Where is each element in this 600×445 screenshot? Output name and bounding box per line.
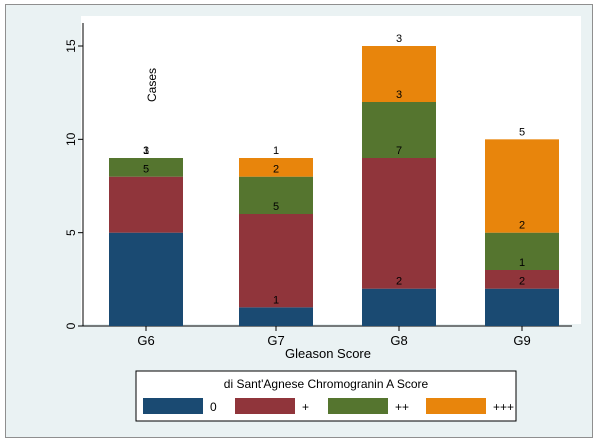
legend-label: +	[302, 400, 309, 414]
legend: di Sant'Agnese Chromogranin A Score 0 + ++…	[136, 371, 516, 421]
segment-label: 5	[519, 126, 525, 138]
segment-label: 5	[143, 164, 149, 176]
x-tick-label: G9	[513, 333, 530, 348]
x-axis-ticks: G6 G7 G8 G9	[137, 326, 530, 348]
x-tick-label: G6	[137, 333, 154, 348]
legend-label: ++	[395, 400, 409, 414]
segment-label: 5	[273, 201, 279, 213]
bar-segment	[485, 289, 559, 326]
bar-segment	[362, 158, 436, 289]
x-tick-label: G8	[390, 333, 407, 348]
y-tick-label: 15	[64, 39, 78, 53]
segment-label: 2	[396, 276, 402, 288]
bar-segment	[239, 307, 313, 326]
legend-label: +++	[493, 400, 514, 414]
y-tick-label: 5	[64, 229, 78, 236]
bar-segment	[362, 289, 436, 326]
x-axis-label: Gleason Score	[285, 346, 371, 361]
bar-segment	[109, 233, 183, 326]
legend-label: 0	[210, 400, 217, 414]
legend-swatch	[328, 398, 388, 414]
bar-segment	[239, 214, 313, 307]
y-axis-label: Cases	[145, 68, 159, 102]
y-tick-label: 10	[64, 132, 78, 146]
legend-swatch	[143, 398, 203, 414]
segment-label: 2	[519, 276, 525, 288]
segment-label: 3	[396, 33, 402, 45]
segment-label: 2	[519, 220, 525, 232]
bar-segment	[485, 139, 559, 232]
segment-label: 3	[396, 89, 402, 101]
segment-label: 1	[273, 294, 279, 306]
segment-label: 1	[273, 145, 279, 157]
legend-swatch	[426, 398, 486, 414]
segment-label: 1	[519, 257, 525, 269]
segment-label: 7	[396, 145, 402, 157]
legend-swatch	[235, 398, 295, 414]
x-tick-label: G7	[267, 333, 284, 348]
bar-segment	[109, 177, 183, 233]
segment-label: 1	[143, 145, 149, 157]
y-axis-ticks: 0 5 10 15	[64, 39, 83, 329]
segment-label: 2	[273, 164, 279, 176]
y-tick-label: 0	[64, 322, 78, 329]
legend-items: 0 + ++ +++	[143, 398, 514, 414]
legend-title: di Sant'Agnese Chromogranin A Score	[224, 377, 429, 391]
